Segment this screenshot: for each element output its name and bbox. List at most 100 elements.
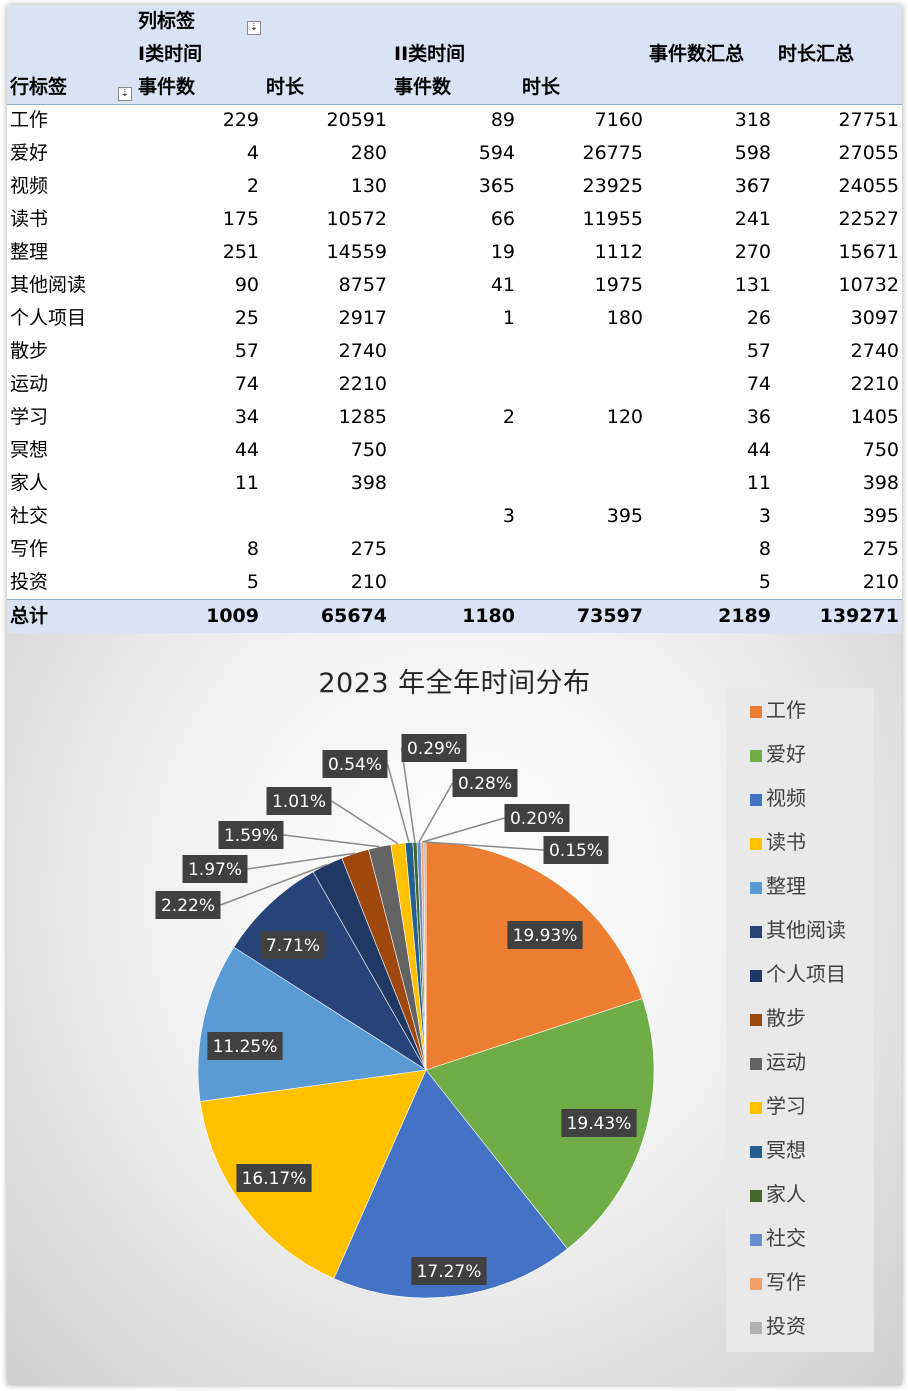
row-label: 学习 xyxy=(10,406,49,428)
cell-group1-events: 2 xyxy=(246,175,259,197)
cell-events-sum: 3 xyxy=(758,505,771,527)
data-label: 7.71% xyxy=(260,931,326,959)
pie-slice[interactable] xyxy=(197,946,427,1102)
data-label-box xyxy=(218,821,284,849)
cell-group1-duration: 8757 xyxy=(338,274,387,296)
legend-entry[interactable]: 工作 xyxy=(750,688,806,732)
row-label: 个人项目 xyxy=(10,307,87,329)
data-label-text: 1.97% xyxy=(188,860,242,880)
data-label-box xyxy=(266,787,332,815)
cell-group1-events: 175 xyxy=(222,208,259,230)
data-label: 0.29% xyxy=(401,734,467,762)
legend-entry[interactable]: 投资 xyxy=(750,1304,806,1348)
cell-group1-events: 8 xyxy=(246,538,259,560)
legend-swatch xyxy=(750,1234,762,1246)
legend-entry[interactable]: 冥想 xyxy=(750,1128,806,1172)
pie-slice[interactable] xyxy=(233,871,427,1071)
legend-label: 社交 xyxy=(766,1226,806,1250)
data-label-box xyxy=(155,891,221,919)
cell-group2-duration: 23925 xyxy=(582,175,643,197)
pie-slice[interactable] xyxy=(333,1069,568,1299)
row-label: 整理 xyxy=(10,241,49,263)
cell-group1-duration: 2917 xyxy=(338,307,387,329)
cell-group2-duration xyxy=(522,566,643,599)
legend-label: 整理 xyxy=(766,874,806,898)
data-label-box xyxy=(504,804,570,832)
legend-label: 家人 xyxy=(766,1182,806,1206)
row-label: 投资 xyxy=(10,571,49,593)
pie-slice[interactable] xyxy=(199,1069,427,1279)
row-filter-button[interactable]: ⇣ xyxy=(118,87,132,101)
cell-events-sum: 74 xyxy=(746,373,771,395)
row-labels-header: 行标签 xyxy=(10,76,68,98)
legend-entry[interactable]: 视频 xyxy=(750,776,806,820)
pie-slice[interactable] xyxy=(425,998,655,1250)
cell-group1-events: 4 xyxy=(246,142,259,164)
data-label: 0.28% xyxy=(452,769,518,797)
data-label-box xyxy=(182,855,248,883)
legend-entry[interactable]: 家人 xyxy=(750,1172,806,1216)
cell-group2-events: 3 xyxy=(502,505,515,527)
column-filter-button[interactable]: ⇣ xyxy=(247,21,261,35)
cell-group2-events: 1 xyxy=(502,307,515,329)
cell-duration-sum: 275 xyxy=(862,538,899,560)
cell-group1-duration: 14559 xyxy=(326,241,387,263)
legend-entry[interactable]: 学习 xyxy=(750,1084,806,1128)
legend-entry[interactable]: 其他阅读 xyxy=(750,908,846,952)
legend-swatch xyxy=(750,1278,762,1290)
cell-group1-duration: 10572 xyxy=(326,208,387,230)
legend-entry[interactable]: 个人项目 xyxy=(750,952,846,996)
legend-swatch xyxy=(750,1014,762,1026)
cell-group2-duration: 26775 xyxy=(582,142,643,164)
cell-group2-duration xyxy=(522,533,643,566)
data-label: 0.15% xyxy=(543,836,609,864)
leader-line xyxy=(220,863,328,906)
legend-entry[interactable]: 整理 xyxy=(750,864,806,908)
legend-label: 工作 xyxy=(766,698,806,722)
legend-entry[interactable]: 社交 xyxy=(750,1216,806,1260)
data-label-text: 19.93% xyxy=(513,926,578,946)
cell-group2-events xyxy=(394,368,515,401)
row-label: 视频 xyxy=(10,175,49,197)
cell-duration-sum: 24055 xyxy=(838,175,899,197)
cell-duration-sum: 10732 xyxy=(838,274,899,296)
data-label: 19.93% xyxy=(507,921,583,949)
cell-group1-duration: 210 xyxy=(350,571,387,593)
cell-group2-events: 594 xyxy=(478,142,515,164)
legend-entry[interactable]: 散步 xyxy=(750,996,806,1040)
chart-legend: 工作爱好 视频 读书整理其他阅读 个人项目 散步 运动 学习 冥想家人社交写作 投资 xyxy=(726,688,874,1352)
data-label: 1.97% xyxy=(182,855,248,883)
cell-group2-duration: 7160 xyxy=(594,109,643,131)
legend-entry[interactable]: 读书 xyxy=(750,820,806,864)
cell-group1-events: 251 xyxy=(222,241,259,263)
data-label-text: 1.59% xyxy=(224,826,278,846)
legend-swatch xyxy=(750,970,762,982)
chart-title: 2023 年全年时间分布 xyxy=(318,668,591,699)
data-label-box xyxy=(411,1257,487,1285)
legend-entry[interactable]: 爱好 xyxy=(750,732,806,776)
leader-line xyxy=(424,841,544,851)
legend-swatch xyxy=(750,1190,762,1202)
cell-group1-events: 25 xyxy=(234,307,259,329)
cell-duration-sum: 750 xyxy=(862,439,899,461)
row-label: 家人 xyxy=(10,472,49,494)
legend-entry[interactable]: 运动 xyxy=(750,1040,806,1084)
cell-group2-events: 365 xyxy=(478,175,515,197)
data-label: 2.22% xyxy=(155,891,221,919)
legend-entry[interactable]: 写作 xyxy=(750,1260,806,1304)
data-label-box xyxy=(507,921,583,949)
data-label: 17.27% xyxy=(411,1257,487,1285)
cell-group2-events: 89 xyxy=(490,109,515,131)
data-label-box xyxy=(452,769,518,797)
row-label: 爱好 xyxy=(10,142,49,164)
group1-duration-header: 时长 xyxy=(266,76,305,98)
pie-plot-area: 19.93% 19.43% 17.27% 16.17% 11.25% 7.71% 2.22%… xyxy=(155,734,655,1299)
cell-events-sum: 270 xyxy=(734,241,771,263)
cell-events-sum: 598 xyxy=(734,142,771,164)
cell-duration-sum: 395 xyxy=(862,505,899,527)
cell-duration-sum: 22527 xyxy=(838,208,899,230)
cell-events-sum: 8 xyxy=(758,538,771,560)
legend-swatch xyxy=(750,1322,762,1334)
leader-line xyxy=(418,782,454,843)
pie-chart[interactable]: 2023 年全年时间分布 19.93% 19.43% 17.27% 16.17% 11.… xyxy=(7,633,902,1385)
